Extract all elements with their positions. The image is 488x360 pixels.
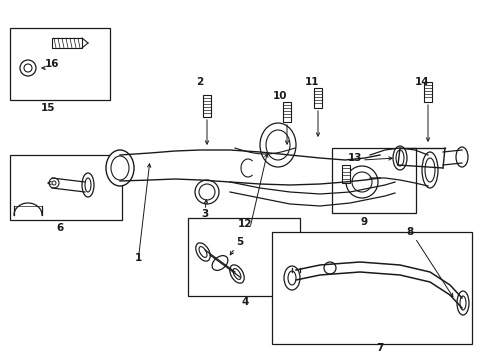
- Ellipse shape: [106, 150, 134, 186]
- Bar: [10, 28, 110, 100]
- Ellipse shape: [229, 265, 244, 283]
- Text: 13: 13: [347, 153, 362, 163]
- Bar: [283, 102, 290, 122]
- Ellipse shape: [199, 184, 215, 200]
- Circle shape: [52, 181, 56, 185]
- Text: 3: 3: [201, 209, 208, 219]
- Circle shape: [49, 178, 59, 188]
- Ellipse shape: [459, 296, 465, 310]
- Ellipse shape: [395, 150, 403, 166]
- Bar: [313, 88, 321, 108]
- Ellipse shape: [82, 173, 94, 197]
- Ellipse shape: [392, 146, 406, 170]
- Circle shape: [24, 64, 32, 72]
- Bar: [331, 148, 415, 213]
- Text: 7: 7: [376, 343, 383, 353]
- Ellipse shape: [199, 247, 206, 257]
- Ellipse shape: [424, 158, 434, 182]
- Ellipse shape: [111, 156, 129, 180]
- Bar: [10, 155, 122, 220]
- Ellipse shape: [346, 166, 377, 198]
- Bar: [52, 38, 82, 48]
- Text: 16: 16: [45, 59, 59, 69]
- Text: 4: 4: [241, 297, 248, 307]
- Ellipse shape: [284, 266, 299, 290]
- Ellipse shape: [351, 172, 371, 192]
- Text: 14: 14: [414, 77, 428, 87]
- Circle shape: [20, 60, 36, 76]
- Text: 12: 12: [237, 219, 252, 229]
- Ellipse shape: [456, 291, 468, 315]
- Ellipse shape: [85, 178, 91, 192]
- Ellipse shape: [265, 130, 289, 160]
- Ellipse shape: [195, 180, 219, 204]
- Bar: [203, 95, 210, 117]
- Bar: [271, 232, 471, 344]
- Bar: [341, 165, 349, 183]
- Text: 6: 6: [56, 223, 63, 233]
- Bar: [423, 82, 431, 102]
- Text: 10: 10: [272, 91, 286, 101]
- Text: 2: 2: [196, 77, 203, 87]
- Ellipse shape: [195, 243, 210, 261]
- Text: 1: 1: [134, 253, 142, 263]
- Bar: [187, 218, 299, 296]
- Text: 11: 11: [304, 77, 319, 87]
- Circle shape: [324, 262, 335, 274]
- Text: 15: 15: [41, 103, 55, 113]
- Text: 5: 5: [236, 237, 243, 247]
- Ellipse shape: [212, 256, 227, 270]
- Ellipse shape: [421, 152, 437, 188]
- Ellipse shape: [287, 271, 295, 285]
- Text: 9: 9: [360, 217, 367, 227]
- Ellipse shape: [455, 147, 467, 167]
- Ellipse shape: [260, 123, 295, 167]
- Text: 8: 8: [406, 227, 413, 237]
- Ellipse shape: [233, 269, 241, 279]
